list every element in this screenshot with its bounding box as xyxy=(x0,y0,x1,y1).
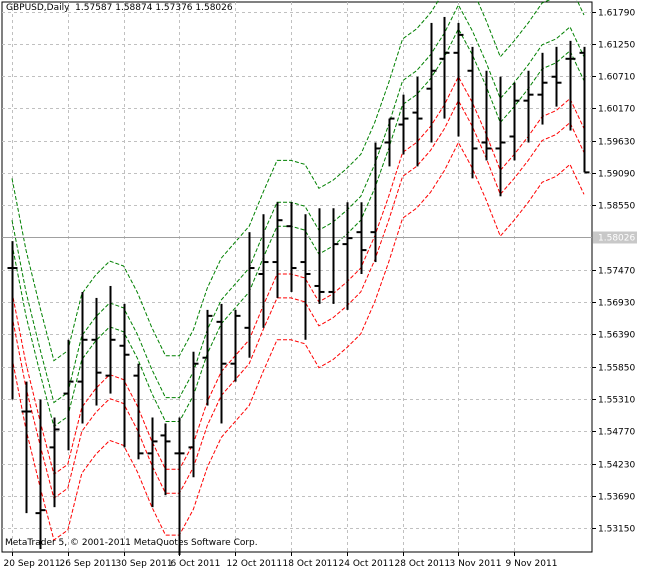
y-tick-label: 1.54230 xyxy=(598,461,635,471)
y-tick-label: 1.54770 xyxy=(598,428,635,438)
upper-envelope-1 xyxy=(11,27,585,428)
y-tick-label: 1.60710 xyxy=(598,73,635,83)
y-tick-label: 1.61250 xyxy=(598,41,635,51)
chart-title: GBPUSD,Daily 1.57587 1.58874 1.57376 1.5… xyxy=(6,3,233,13)
x-tick-label: 18 Oct 2011 xyxy=(283,559,339,569)
x-tick-label: 20 Sep 2011 xyxy=(4,559,61,569)
plot-frame xyxy=(1,1,593,553)
y-tick-label: 1.60170 xyxy=(598,105,635,115)
upper-envelope-2 xyxy=(11,3,585,404)
x-tick-label: 12 Oct 2011 xyxy=(227,559,283,569)
upper-envelope-3 xyxy=(11,0,585,362)
current-price-tag xyxy=(593,231,637,244)
y-tick-label: 1.55850 xyxy=(598,364,635,374)
x-tick-label: 9 Nov 2011 xyxy=(506,559,558,569)
y-tick-label: 1.55310 xyxy=(598,396,635,406)
y-tick-label: 1.61790 xyxy=(598,9,635,19)
x-tick-label: 24 Oct 2011 xyxy=(339,559,395,569)
lower-envelope-1 xyxy=(11,75,585,476)
x-tick-label: 6 Oct 2011 xyxy=(171,559,221,569)
lower-envelope-2 xyxy=(11,99,585,500)
x-tick-label: 30 Sep 2011 xyxy=(116,559,173,569)
lower-envelope-3 xyxy=(11,141,585,541)
copyright-text: MetaTrader 5, © 2001-2011 MetaQuotes Sof… xyxy=(5,538,258,548)
y-tick-label: 1.53690 xyxy=(598,493,635,503)
x-tick-label: 28 Oct 2011 xyxy=(395,559,451,569)
y-tick-label: 1.59090 xyxy=(598,170,635,180)
y-tick-label: 1.56930 xyxy=(598,299,635,309)
x-tick-label: 26 Sep 2011 xyxy=(60,559,117,569)
y-tick-label: 1.56390 xyxy=(598,331,635,341)
y-tick-label: 1.58550 xyxy=(598,202,635,212)
y-tick-label: 1.57470 xyxy=(598,267,635,277)
y-tick-label: 1.59630 xyxy=(598,138,635,148)
y-tick-label: 1.53150 xyxy=(598,525,635,535)
x-tick-label: 3 Nov 2011 xyxy=(450,559,502,569)
current-price-label: 1.58026 xyxy=(598,234,635,244)
